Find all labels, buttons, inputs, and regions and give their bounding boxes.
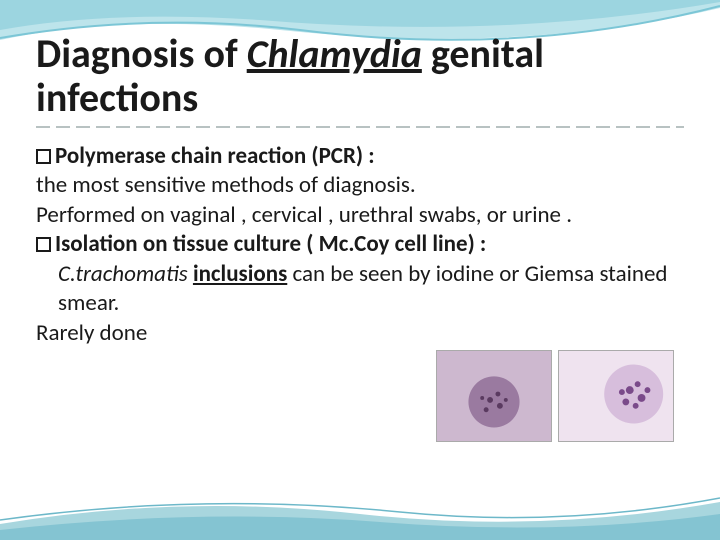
bullet-2-lead: Isolation on tissue culture ( Mc.Coy cel… [36, 230, 684, 259]
bullet-2-lead-text: Isolation on tissue culture ( Mc.Coy cel… [55, 230, 486, 258]
slide-title: Diagnosis of Chlamydia genital infection… [36, 32, 684, 120]
bullet-1-lead-text: Polymerase chain reaction (PCR) : [55, 142, 375, 170]
slide-content: Diagnosis of Chlamydia genital infection… [0, 0, 720, 348]
bullet-1-lead: Polymerase chain reaction (PCR) : [36, 142, 684, 171]
bullet-1-line-2: Performed on vaginal , cervical , urethr… [36, 201, 684, 230]
title-pre: Diagnosis of [36, 29, 247, 78]
inclusions-word: inclusions [193, 260, 287, 288]
body-text: Polymerase chain reaction (PCR) : the mo… [36, 142, 684, 348]
title-italic: Chlamydia [247, 29, 422, 78]
footer-decoration [0, 484, 720, 540]
bullet-2-line-1: Rarely done [36, 319, 684, 348]
micrograph-image-2 [558, 350, 674, 442]
bullet-1-line-1: the most sensitive methods of diagnosis. [36, 171, 684, 200]
square-bullet-icon [36, 149, 51, 164]
square-bullet-icon [36, 237, 51, 252]
bullet-2-indented: C.trachomatis inclusions can be seen by … [36, 260, 684, 319]
micrograph-images [436, 350, 674, 442]
species-name: C.trachomatis [58, 260, 193, 288]
micrograph-image-1 [436, 350, 552, 442]
title-underline-rule [36, 126, 684, 128]
